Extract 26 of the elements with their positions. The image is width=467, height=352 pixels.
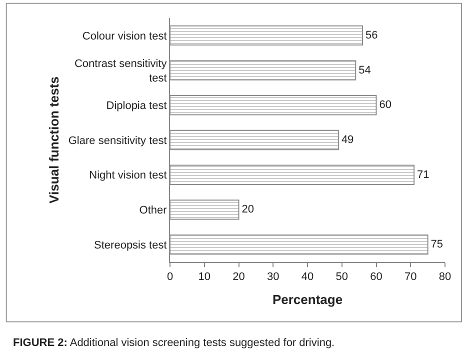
y-tick-label: Glare sensitivity test [68,134,167,147]
x-tick-label: 20 [232,271,245,284]
y-tick-label: Stereopsis test [94,239,167,252]
data-label: 71 [417,168,430,181]
x-tick-label: 50 [336,271,348,284]
y-tick-label: Other [139,204,168,217]
data-label: 60 [379,99,392,112]
caption: FIGURE 2: Additional vision screening tests suggested for driving. [13,337,335,349]
y-tick-label: Diplopia test [106,100,167,112]
y-tick-label: Colour vision test [82,30,167,42]
data-label: 75 [430,238,444,251]
x-axis-title: Percentage [272,292,343,307]
y-tick-label: Contrast sensitivity test [74,58,168,84]
x-tick-label: 0 [166,271,174,284]
data-label: 49 [341,134,354,146]
data-label: 20 [242,204,254,216]
x-tick-label: 80 [438,271,452,284]
x-tick-label: 70 [404,271,417,284]
y-axis-title: Visual function tests [46,76,62,204]
x-tick-label: 60 [370,271,382,284]
x-tick-label: 10 [198,271,211,284]
data-label: 56 [366,29,378,42]
x-tick-label: 40 [301,271,314,284]
x-tick-label: 30 [267,271,280,284]
y-tick-label: Night vision test [89,170,167,182]
data-label: 54 [358,64,371,76]
